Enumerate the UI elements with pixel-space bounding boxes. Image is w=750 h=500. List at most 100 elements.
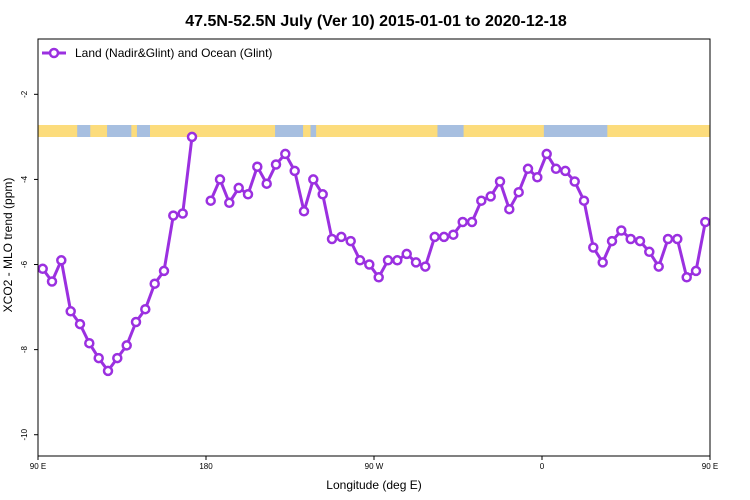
data-point bbox=[345, 235, 356, 247]
strip-segment-land bbox=[316, 125, 438, 137]
data-point bbox=[177, 208, 188, 219]
data-point bbox=[149, 278, 160, 289]
data-point bbox=[270, 159, 282, 170]
data-point bbox=[364, 259, 375, 270]
legend-swatch-marker bbox=[48, 47, 60, 59]
land-ocean-strip bbox=[38, 125, 711, 137]
data-point bbox=[466, 216, 478, 228]
data-point bbox=[373, 272, 384, 283]
data-point bbox=[233, 182, 244, 194]
data-point bbox=[541, 148, 552, 160]
data-point bbox=[65, 306, 76, 317]
data-point bbox=[46, 276, 58, 287]
data-point bbox=[429, 231, 440, 243]
y-tick-label: -6 bbox=[20, 260, 29, 268]
y-tick-label: -10 bbox=[20, 428, 29, 440]
data-point bbox=[102, 365, 114, 377]
strip-segment-ocean bbox=[77, 125, 91, 137]
data-point bbox=[382, 255, 394, 266]
data-point bbox=[336, 231, 347, 243]
data-point bbox=[690, 265, 702, 277]
series-markers bbox=[37, 131, 711, 377]
data-point bbox=[560, 165, 571, 177]
data-point bbox=[476, 195, 487, 206]
data-point bbox=[532, 172, 543, 183]
data-point bbox=[606, 235, 618, 247]
data-point bbox=[354, 255, 366, 266]
data-point bbox=[401, 248, 412, 260]
y-axis-ticks: -2 -4 -6 -8 -10 bbox=[20, 90, 38, 441]
data-point bbox=[168, 210, 179, 221]
data-point bbox=[224, 197, 235, 209]
data-point bbox=[158, 265, 170, 277]
data-point bbox=[56, 255, 67, 266]
data-point bbox=[317, 189, 328, 200]
strip-segment-land bbox=[131, 125, 138, 137]
data-point bbox=[578, 195, 590, 206]
data-point bbox=[569, 176, 580, 187]
data-point bbox=[74, 318, 86, 330]
data-point bbox=[681, 272, 692, 283]
data-point bbox=[494, 176, 506, 187]
data-point bbox=[298, 206, 310, 217]
data-point bbox=[93, 352, 104, 364]
data-point bbox=[84, 337, 95, 349]
data-point bbox=[662, 233, 674, 245]
data-point bbox=[700, 216, 711, 228]
x-axis-label: Longitude (deg E) bbox=[326, 478, 421, 492]
data-point bbox=[438, 231, 450, 243]
data-point bbox=[242, 189, 254, 200]
data-point bbox=[634, 235, 646, 247]
data-point bbox=[504, 203, 515, 215]
data-point bbox=[252, 161, 263, 172]
data-point bbox=[410, 257, 422, 268]
legend-series-label: Land (Nadir&Glint) and Ocean (Glint) bbox=[75, 46, 272, 60]
strip-segment-land bbox=[607, 125, 711, 137]
data-point bbox=[205, 195, 216, 206]
x-tick-label: 90 E bbox=[702, 462, 718, 471]
strip-segment-land bbox=[90, 125, 108, 137]
y-axis-label: XCO2 - MLO trend (ppm) bbox=[1, 178, 15, 313]
data-point bbox=[550, 163, 562, 175]
data-point bbox=[616, 225, 627, 236]
strip-segment-land bbox=[303, 125, 312, 137]
data-point bbox=[186, 131, 198, 143]
data-point bbox=[140, 303, 151, 315]
data-point bbox=[457, 216, 468, 228]
data-point bbox=[588, 242, 599, 253]
data-point bbox=[326, 233, 338, 245]
data-point bbox=[625, 233, 636, 245]
series-line-segment bbox=[209, 152, 707, 279]
data-point bbox=[130, 316, 142, 328]
data-point bbox=[672, 233, 683, 245]
x-tick-label: 0 bbox=[540, 462, 545, 471]
y-tick-label: -4 bbox=[20, 175, 29, 183]
x-tick-label: 180 bbox=[199, 462, 213, 471]
data-point bbox=[121, 340, 132, 351]
data-point bbox=[597, 257, 608, 268]
data-point bbox=[37, 263, 48, 275]
strip-segment-land bbox=[150, 125, 276, 137]
data-point bbox=[261, 178, 272, 189]
strip-segment-ocean bbox=[136, 125, 151, 137]
y-tick-label: -8 bbox=[20, 346, 29, 354]
data-point bbox=[392, 255, 403, 266]
data-point bbox=[513, 186, 524, 198]
data-point bbox=[214, 174, 226, 185]
strip-segment-ocean bbox=[310, 125, 317, 137]
data-point bbox=[112, 352, 123, 364]
data-point bbox=[644, 246, 655, 258]
data-point bbox=[289, 165, 300, 177]
data-point bbox=[522, 163, 534, 175]
strip-segment-ocean bbox=[543, 125, 608, 137]
chart-title: 47.5N-52.5N July (Ver 10) 2015-01-01 to … bbox=[185, 13, 567, 30]
strip-segment-ocean bbox=[437, 125, 465, 137]
data-point bbox=[420, 261, 431, 272]
data-point bbox=[485, 191, 496, 202]
strip-segment-ocean bbox=[107, 125, 132, 137]
series-line-segment bbox=[41, 136, 194, 373]
strip-segment-land bbox=[463, 125, 545, 137]
series-lines bbox=[41, 136, 707, 373]
legend: Land (Nadir&Glint) and Ocean (Glint) bbox=[42, 46, 272, 60]
